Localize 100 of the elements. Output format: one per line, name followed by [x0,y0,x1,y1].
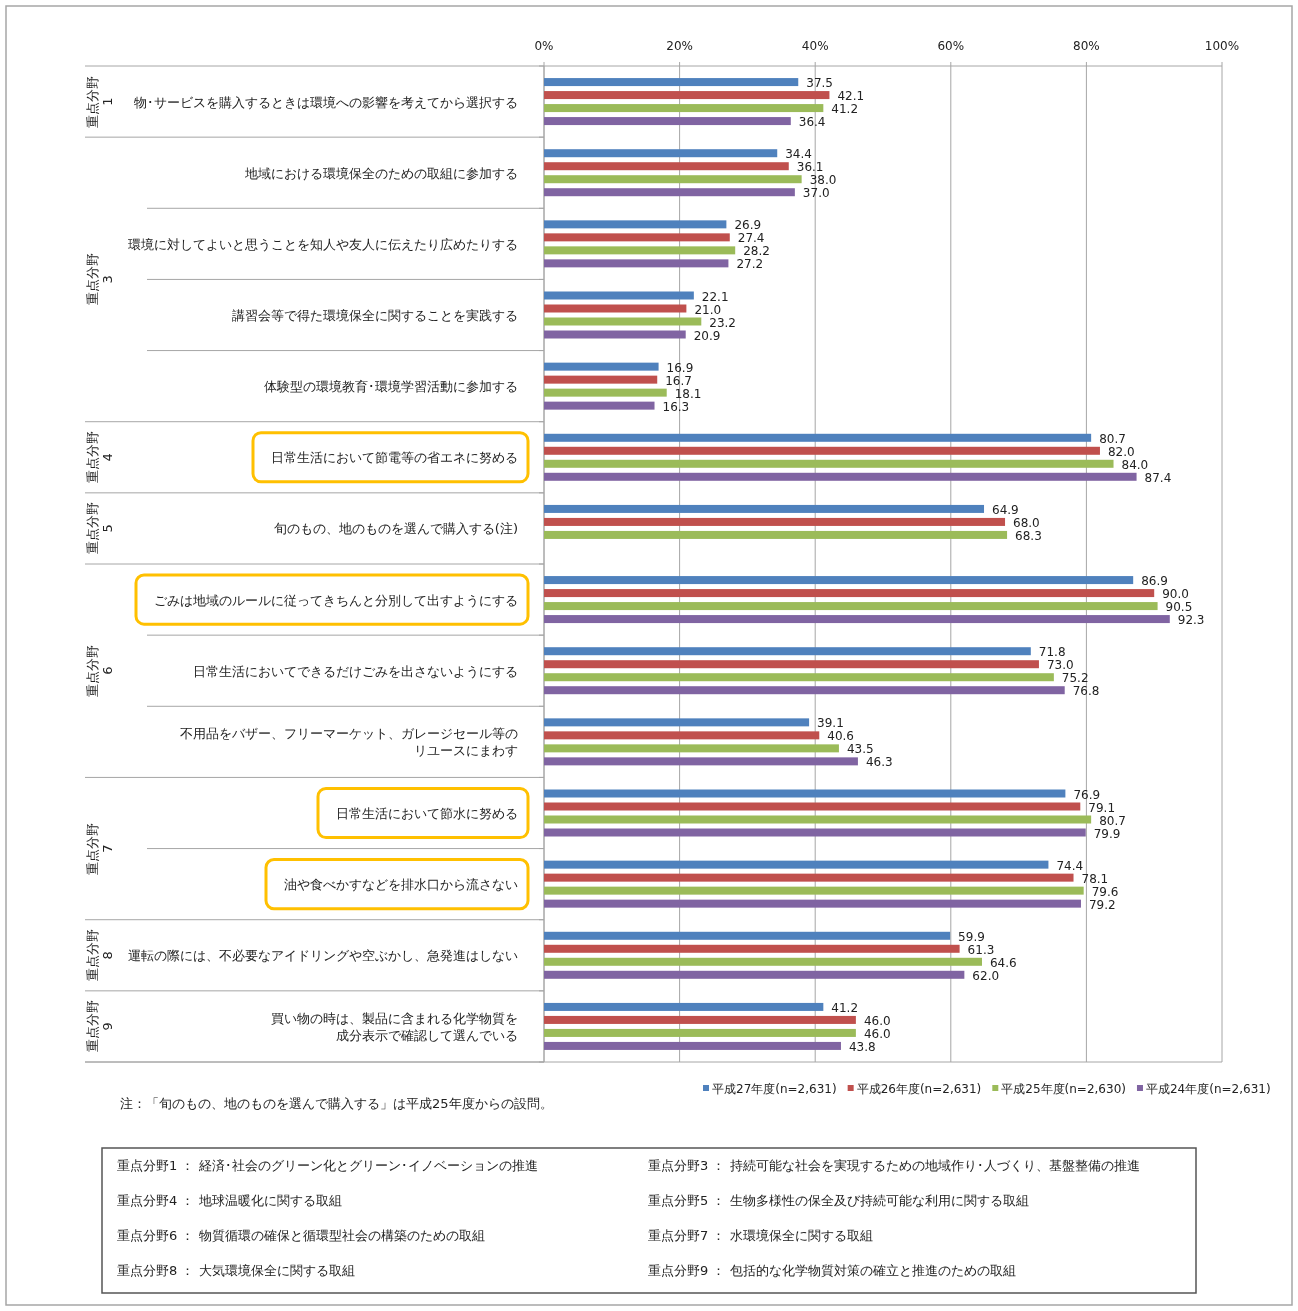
data-label: 64.6 [989,955,1017,970]
bar [544,686,1065,695]
y-tick-label: 運転の際には、不必要なアイドリングや空ぶかし、急発進はしない [128,948,518,964]
data-label: 90.5 [1165,600,1193,615]
bar [544,188,795,197]
data-label: 76.9 [1073,787,1101,802]
y-tick-label: 講習会等で得た環境保全に関することを実践する [232,308,518,323]
bar [544,175,802,184]
data-label: 79.2 [1088,897,1116,912]
bar [544,472,1137,481]
bar [544,576,1134,585]
data-label: 46.0 [863,1026,891,1041]
data-label: 68.0 [1013,515,1040,530]
text: 重点分野4 ： 地球温暖化に関する取組 [117,1193,342,1208]
bar [544,530,1008,539]
bar [544,1002,824,1011]
bar [544,1028,856,1037]
bar [544,970,965,979]
data-label: 22.1 [701,289,729,304]
bar [544,647,1031,656]
bar [544,401,655,410]
data-label: 79.9 [1093,826,1121,841]
data-label: 20.9 [693,328,721,343]
data-label: 82.0 [1107,444,1135,459]
data-label: 40.6 [827,729,854,744]
y-tick-label: 日常生活において節電等の省エネに努める [271,450,518,466]
data-label: 80.7 [1099,431,1126,446]
data-label: 41.2 [831,1000,859,1015]
data-label: 39.1 [817,716,844,731]
bar [544,291,694,300]
text: 重点分野3 ： 持続可能な社会を実現するための地域作り･人づくり、基盤整備の推進 [648,1158,1140,1173]
data-label: 74.4 [1056,858,1084,873]
legend-label: 平成27年度(n=2,631) [712,1082,837,1096]
data-label: 36.4 [798,115,826,130]
data-label: 84.0 [1121,457,1149,472]
y-tick-label: 地域における環境保全のための取組に参加する [244,165,518,181]
text: 重点分野 6 [84,644,115,697]
data-label: 16.7 [665,373,692,388]
data-label: 78.1 [1081,871,1109,886]
data-label: 36.1 [796,160,824,175]
data-label: 18.1 [674,386,702,401]
data-label: 87.4 [1144,470,1172,485]
bar [544,1015,856,1024]
data-label: 23.2 [709,315,737,330]
data-label: 26.9 [734,218,762,233]
data-label: 27.2 [736,257,764,272]
data-label: 92.3 [1177,613,1205,628]
legend-label: 平成26年度(n=2,631) [856,1082,982,1096]
bar [544,504,985,513]
data-label: 21.0 [694,302,722,317]
bar [544,459,1114,468]
x-tick-label: 0% [534,39,554,53]
bar [544,589,1155,598]
bar [544,78,799,87]
y-tick-label: ごみは地域のルールに従ってきちんと分別して出すようにする [154,592,518,608]
bar [544,104,824,113]
bar [544,886,1084,895]
data-label: 37.5 [806,76,833,91]
y-tick-label: 物･サービスを購入するときは環境への影響を考えてから選択する [134,94,518,110]
data-label: 79.6 [1091,884,1119,899]
bar [544,388,667,397]
data-label: 71.8 [1038,645,1066,660]
data-label: 34.4 [785,147,812,162]
y-tick-label: 日常生活において節水に努める [336,806,518,821]
data-label: 42.1 [837,89,865,104]
text: 重点分野5 ： 生物多様性の保全及び持続可能な利用に関する取組 [648,1193,1029,1208]
data-label: 38.0 [809,173,837,188]
x-tick-label: 80% [1073,39,1100,53]
bar [544,860,1049,869]
bar [544,233,730,242]
text: 重点分野1 ： 経済･社会のグリーン化とグリーン･イノベーションの推進 [117,1158,538,1173]
data-label: 43.8 [848,1039,876,1054]
bar [544,802,1081,811]
bar [544,815,1092,824]
bar [544,317,702,326]
bar [544,899,1081,908]
data-label: 73.0 [1046,658,1074,673]
bar [544,789,1066,798]
x-tick-label: 20% [666,39,693,53]
data-label: 79.1 [1088,800,1116,815]
data-label: 16.3 [662,399,690,414]
bar [544,602,1158,611]
bar [544,757,858,766]
data-label: 37.0 [802,186,830,201]
x-tick-label: 40% [801,39,829,53]
bar [544,433,1092,442]
bar [544,957,982,966]
data-label: 46.3 [865,755,893,770]
data-label: 62.0 [972,968,1000,983]
data-label: 68.3 [1015,528,1042,543]
bar [544,718,810,727]
data-label: 61.3 [967,942,995,957]
data-label: 80.7 [1099,813,1126,828]
legend-label: 平成24年度(n=2,631) [1145,1082,1271,1096]
data-label: 76.8 [1072,684,1100,699]
bar [544,246,736,255]
y-tick-label: 不用品をバザー、フリーマーケット、ガレージセール等のリユースにまわす [180,726,518,759]
text: 重点分野 1 [84,75,115,128]
bar [544,446,1100,455]
y-tick-label: 買い物の時は、製品に含まれる化学物質を成分表示で確認して選んでいる [271,1010,518,1043]
